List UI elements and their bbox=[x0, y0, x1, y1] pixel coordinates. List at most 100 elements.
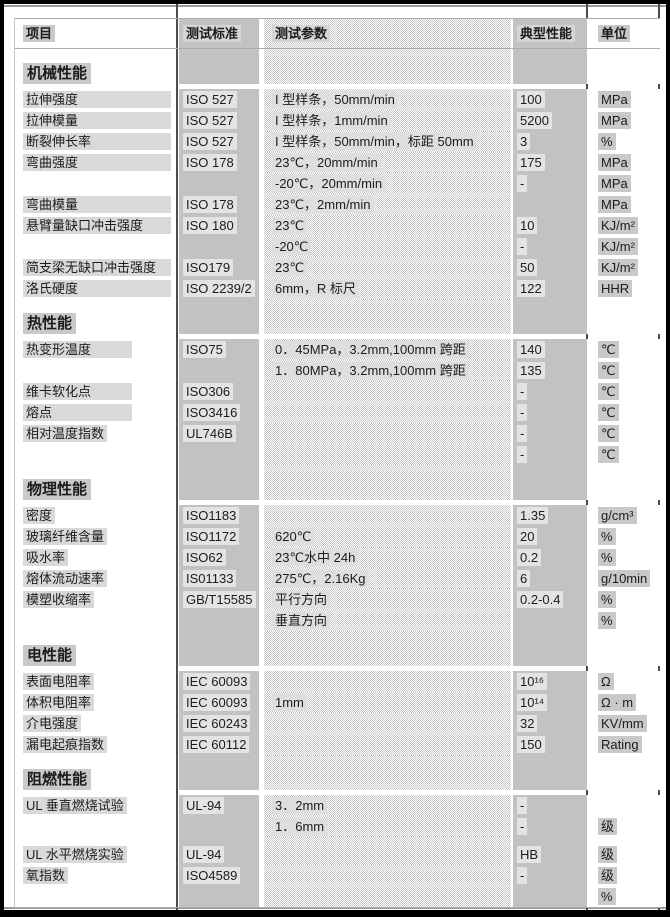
table-cell bbox=[587, 131, 592, 152]
table-cell: 表面电阻率 bbox=[15, 671, 179, 692]
test-standard: UL-94 bbox=[183, 797, 225, 814]
table-cell bbox=[15, 816, 179, 837]
table-cell bbox=[511, 215, 513, 236]
table-cell bbox=[259, 795, 264, 816]
test-standard: ISO179 bbox=[183, 259, 234, 276]
unit-value: ℃ bbox=[598, 425, 619, 442]
table-cell: I 型样条，50mm/min bbox=[264, 89, 511, 110]
table-cell bbox=[587, 339, 592, 360]
table-cell: - bbox=[513, 173, 587, 194]
table-cell: KJ/m² bbox=[592, 257, 661, 278]
table-cell: % bbox=[592, 131, 661, 152]
typical-value: 150 bbox=[517, 736, 545, 753]
table-cell: UL 水平燃烧实验 bbox=[15, 844, 179, 865]
table-cell: 拉伸模量 bbox=[15, 110, 179, 131]
table-row: 弯曲模量 ISO 178 23℃，2mm/min MPa bbox=[15, 194, 661, 215]
table-cell: KJ/m² bbox=[592, 236, 661, 257]
table-cell: 级 bbox=[592, 844, 661, 865]
header-cell-typical: 典型性能 bbox=[513, 19, 587, 48]
table-cell: Ω · m bbox=[592, 692, 661, 713]
header-cell-unit: 单位 bbox=[592, 19, 661, 48]
table-row: 维卡软化点 ISO306 - ℃ bbox=[15, 381, 661, 402]
table-cell: - bbox=[513, 402, 587, 423]
test-standard: ISO75 bbox=[183, 341, 226, 358]
table-cell: Ω bbox=[592, 671, 661, 692]
table-cell: 吸水率 bbox=[15, 547, 179, 568]
table-row: 表面电阻率 IEC 60093 10¹⁶ Ω bbox=[15, 671, 661, 692]
table-cell: 熔点 bbox=[15, 402, 179, 423]
typical-value: 10¹⁴ bbox=[517, 694, 548, 711]
test-standard: IEC 60243 bbox=[183, 715, 251, 732]
table-cell bbox=[15, 444, 179, 465]
table-cell: 级 bbox=[592, 816, 661, 837]
table-cell bbox=[587, 152, 592, 173]
table-cell bbox=[511, 547, 513, 568]
table-cell bbox=[511, 236, 513, 257]
table-cell bbox=[511, 526, 513, 547]
table-cell bbox=[259, 671, 264, 692]
col-header-param: 测试参数 bbox=[272, 25, 331, 42]
table-cell: 1．80MPa，3.2mm,100mm 跨距 bbox=[264, 360, 511, 381]
table-cell bbox=[511, 381, 513, 402]
table-cell bbox=[513, 755, 587, 790]
table-row: -20℃ - KJ/m² bbox=[15, 236, 661, 257]
property-name: 拉伸模量 bbox=[23, 112, 171, 129]
table-cell: ISO 178 bbox=[179, 194, 259, 215]
test-parameter: I 型样条，50mm/min bbox=[272, 91, 398, 108]
unit-value: MPa bbox=[598, 91, 631, 108]
unit-value: KJ/m² bbox=[598, 259, 638, 276]
table-cell: 32 bbox=[513, 713, 587, 734]
table-cell bbox=[259, 381, 264, 402]
table-cell bbox=[587, 886, 592, 907]
table-body: 机械性能 拉伸强度 ISO 527 I 型样条，50mm/min 100 MPa 拉伸模量 I… bbox=[15, 49, 661, 907]
table-row: 玻璃纤维含量 ISO1172 620℃ 20% bbox=[15, 526, 661, 547]
section-title: 阻燃性能 bbox=[23, 769, 92, 790]
property-name: 体积电阻率 bbox=[23, 694, 95, 711]
col-header-standard: 测试标准 bbox=[183, 25, 242, 42]
test-parameter: -20℃，20mm/min bbox=[272, 175, 386, 192]
table-cell: ISO 180 bbox=[179, 215, 259, 236]
table-cell bbox=[587, 215, 592, 236]
table-cell bbox=[259, 886, 264, 907]
typical-value: - bbox=[517, 818, 528, 835]
table-cell: HB bbox=[513, 844, 587, 865]
table-cell bbox=[592, 837, 661, 844]
table-row: % bbox=[15, 886, 661, 907]
table-cell bbox=[511, 173, 513, 194]
test-parameter: 3．2mm bbox=[272, 797, 328, 814]
table-cell bbox=[259, 844, 264, 865]
typical-value: 10¹⁶ bbox=[517, 673, 548, 690]
table-cell bbox=[587, 89, 592, 110]
table-cell bbox=[587, 589, 592, 610]
unit-value: ℃ bbox=[598, 383, 619, 400]
table-cell: 620℃ bbox=[264, 526, 511, 547]
table-cell bbox=[511, 589, 513, 610]
table-cell bbox=[259, 734, 264, 755]
unit-value: % bbox=[598, 133, 616, 150]
property-name: 洛氏硬度 bbox=[23, 280, 171, 297]
unit-value: g/cm³ bbox=[598, 507, 637, 524]
table-cell bbox=[259, 713, 264, 734]
table-cell: ISO62 bbox=[179, 547, 259, 568]
table-cell bbox=[179, 299, 259, 334]
table-cell bbox=[511, 110, 513, 131]
table-cell bbox=[587, 444, 592, 465]
table-cell: 10¹⁶ bbox=[513, 671, 587, 692]
typical-value: 135 bbox=[517, 362, 545, 379]
table-cell bbox=[587, 526, 592, 547]
table-cell: 23℃，20mm/min bbox=[264, 152, 511, 173]
table-cell: - bbox=[513, 795, 587, 816]
table-cell bbox=[587, 755, 592, 790]
typical-value: 5200 bbox=[517, 112, 552, 129]
table-cell: 10¹⁴ bbox=[513, 692, 587, 713]
table-cell bbox=[259, 402, 264, 423]
typical-value: 140 bbox=[517, 341, 545, 358]
table-cell bbox=[511, 610, 513, 631]
table-cell: g/10min bbox=[592, 568, 661, 589]
table-row: 氧指数 ISO4589 - 级 bbox=[15, 865, 661, 886]
table-cell bbox=[513, 465, 587, 500]
table-cell bbox=[511, 360, 513, 381]
typical-value: 100 bbox=[517, 91, 545, 108]
table-cell bbox=[264, 299, 511, 334]
typical-value: 10 bbox=[517, 217, 538, 234]
